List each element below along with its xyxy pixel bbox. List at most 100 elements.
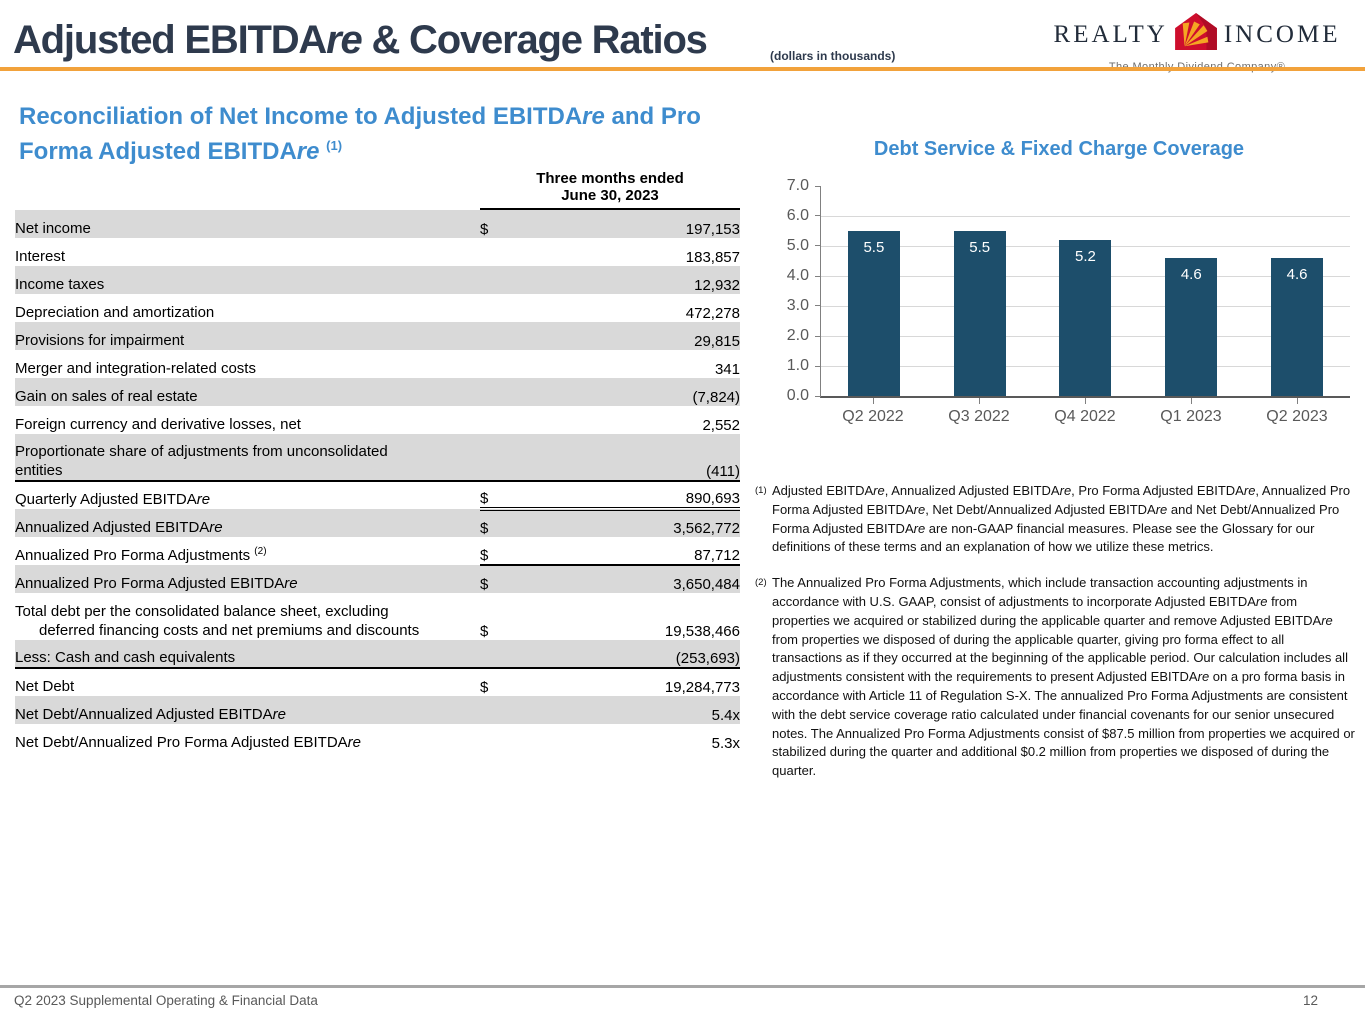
row-label: Income taxes xyxy=(15,266,480,294)
table-row: Annualized Pro Forma Adjustments (2) $87,… xyxy=(15,537,740,566)
x-tick-mark xyxy=(1084,398,1086,404)
row-dollar-sign xyxy=(480,378,508,406)
bar-value-label: 5.5 xyxy=(969,239,991,256)
x-tick-label: Q4 2022 xyxy=(1054,408,1116,425)
table-row: Less: Cash and cash equivalents (253,693) xyxy=(15,640,740,669)
row-value: (253,693) xyxy=(508,640,740,669)
table-row: Annualized Pro Forma Adjusted EBITDAre $3… xyxy=(15,565,740,593)
row-label: Net Debt/Annualized Pro Forma Adjusted E… xyxy=(15,734,362,751)
page-title: Adjusted EBITDAre & Coverage Ratios xyxy=(13,18,708,63)
chart-x-axis-labels: Q2 2022 Q3 2022 Q4 2022 Q1 2023 Q2 2023 xyxy=(820,398,1350,426)
row-value: 5.4x xyxy=(508,696,740,724)
x-tick-mark xyxy=(978,398,980,404)
bar-q4-2022: 5.2 xyxy=(1059,240,1112,396)
y-tick-label: 4.0 xyxy=(786,267,809,284)
row-dollar-sign xyxy=(480,294,508,322)
y-tick-label: 3.0 xyxy=(786,296,809,314)
footer-page-number: 12 xyxy=(1302,993,1318,1008)
x-tick-mark xyxy=(1296,398,1298,404)
table-row: Foreign currency and derivative losses, … xyxy=(15,406,740,434)
x-tick-label: Q1 2023 xyxy=(1160,408,1222,425)
y-tick-label: 7.0 xyxy=(786,177,809,194)
row-dollar-sign xyxy=(480,696,508,724)
row-value: 5.3x xyxy=(711,735,740,752)
table-row: Annualized Adjusted EBITDAre $3,562,772 xyxy=(15,509,740,537)
x-tick-label: Q2 2022 xyxy=(842,408,904,425)
row-dollar-sign: $ xyxy=(480,509,508,537)
row-dollar-sign xyxy=(480,350,508,378)
x-axis-category: Q2 2023 xyxy=(1244,398,1350,426)
table-row: Merger and integration-related costs 341 xyxy=(15,350,740,378)
y-tick-label: 6.0 xyxy=(786,206,809,224)
row-label: Annualized Adjusted EBITDAre xyxy=(15,509,480,537)
row-value: 29,815 xyxy=(508,322,740,350)
y-tick-mark xyxy=(815,185,821,187)
reconciliation-table: Three months ended June 30, 2023 Net inc… xyxy=(15,170,740,752)
logo-brand-left: REALTY xyxy=(1053,20,1168,48)
bar-value-label: 5.2 xyxy=(1075,248,1096,265)
row-label: Annualized Pro Forma Adjusted EBITDAre xyxy=(15,565,480,593)
y-tick-mark xyxy=(815,215,821,217)
row-dollar-sign xyxy=(480,322,508,350)
bar-q3-2022: 5.5 xyxy=(953,231,1006,396)
x-axis-category: Q4 2022 xyxy=(1032,398,1138,426)
row-label: Interest xyxy=(15,248,66,265)
row-label: Proportionate share of adjustments from … xyxy=(15,434,480,482)
table-row: Income taxes 12,932 xyxy=(15,266,740,294)
row-value: 19,284,773 xyxy=(664,679,740,696)
x-axis-category: Q1 2023 xyxy=(1138,398,1244,426)
row-label: Annualized Pro Forma Adjustments (2) xyxy=(15,546,267,564)
company-logo-wordmark: REALTY INCOME xyxy=(1054,12,1337,57)
row-dollar-sign: $ xyxy=(480,210,508,238)
section-heading-text: Reconciliation of Net Income to Adjusted… xyxy=(19,103,701,165)
row-value: 472,278 xyxy=(685,305,740,322)
bar-q2-2022: 5.5 xyxy=(847,231,900,396)
row-value: 2,552 xyxy=(702,417,740,434)
y-tick-label: 1.0 xyxy=(786,357,809,374)
row-label: Provisions for impairment xyxy=(15,322,480,350)
y-tick-label: 0.0 xyxy=(786,387,809,404)
x-axis-category: Q2 2022 xyxy=(820,398,926,426)
x-axis-category: Q3 2022 xyxy=(926,398,1032,426)
bar-q1-2023: 4.6 xyxy=(1165,258,1218,396)
y-tick-mark xyxy=(815,335,821,337)
x-tick-label: Q3 2022 xyxy=(948,408,1010,425)
footnote-text: Adjusted EBITDAre, Annualized Adjusted E… xyxy=(772,483,1351,555)
row-dollar-sign xyxy=(480,724,508,752)
logo-brand-right: INCOME xyxy=(1223,20,1341,48)
row-dollar-sign: $ xyxy=(480,537,508,566)
row-dollar-sign xyxy=(480,406,508,434)
y-tick-mark xyxy=(815,245,821,247)
column-header-line1: Three months ended xyxy=(536,170,684,187)
x-tick-mark xyxy=(872,398,874,404)
table-column-header: Three months ended June 30, 2023 xyxy=(480,170,740,210)
table-row: Provisions for impairment 29,815 xyxy=(15,322,740,350)
row-label: Merger and integration-related costs xyxy=(15,360,256,377)
column-header-line2: June 30, 2023 xyxy=(561,187,659,204)
row-value: 3,562,772 xyxy=(508,509,740,537)
x-tick-mark xyxy=(1190,398,1192,404)
company-logo: REALTY INCOME The Monthly Dividend Compa… xyxy=(1054,12,1337,73)
row-value: 12,932 xyxy=(508,266,740,294)
footnotes: (1) Adjusted EBITDAre, Annualized Adjuste… xyxy=(755,482,1355,798)
y-tick-mark xyxy=(815,305,821,307)
row-label: Foreign currency and derivative losses, … xyxy=(15,416,301,433)
row-value: 183,857 xyxy=(685,249,740,266)
row-dollar-sign xyxy=(480,640,508,669)
table-row: Net Debt/Annualized Pro Forma Adjusted E… xyxy=(15,724,740,752)
table-row: Depreciation and amortization 472,278 xyxy=(15,294,740,322)
gridline xyxy=(821,216,1350,217)
reconciliation-table-body: Net income $197,153 Interest 183,857 Income … xyxy=(15,210,740,752)
row-label: Net income xyxy=(15,210,480,238)
house-icon xyxy=(1174,12,1217,57)
table-row: Gain on sales of real estate (7,824) xyxy=(15,378,740,406)
table-row: Quarterly Adjusted EBITDAre $890,693 xyxy=(15,481,740,511)
y-tick-label: 2.0 xyxy=(786,327,809,344)
table-row: Net Debt $19,284,773 xyxy=(15,668,740,696)
section-heading-footnote-ref: (1) xyxy=(326,138,343,153)
row-value: 890,693 xyxy=(508,481,740,511)
bar-q2-2023: 4.6 xyxy=(1271,258,1324,396)
footnote: (2) The Annualized Pro Forma Adjustments,… xyxy=(755,574,1355,781)
footnote-marker: (1) xyxy=(755,485,767,496)
table-row: Proportionate share of adjustments from … xyxy=(15,434,740,482)
